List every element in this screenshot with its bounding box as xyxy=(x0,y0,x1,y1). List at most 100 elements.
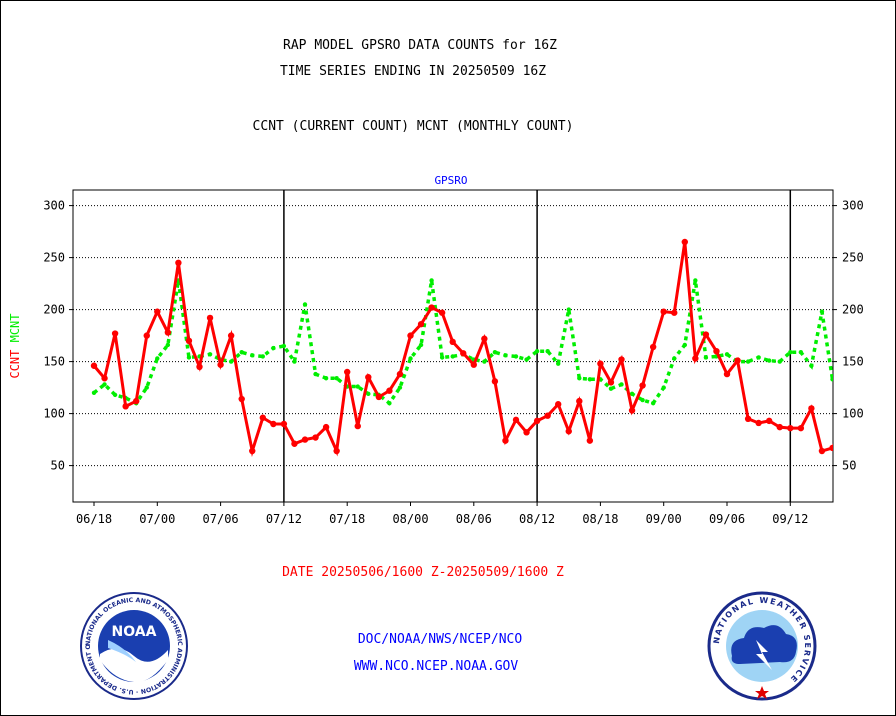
data-point-mcnt xyxy=(355,384,360,389)
data-point-ccnt xyxy=(491,378,499,385)
data-point-ccnt xyxy=(238,395,245,403)
data-point-mcnt xyxy=(545,349,550,354)
data-point-ccnt xyxy=(544,412,551,419)
data-point-mcnt xyxy=(91,390,97,395)
data-point-mcnt xyxy=(302,302,308,307)
y-tick-label-left: 150 xyxy=(43,355,65,369)
data-point-ccnt xyxy=(639,382,646,389)
data-point-mcnt xyxy=(693,278,698,283)
data-point-ccnt xyxy=(776,423,783,431)
data-point-mcnt xyxy=(366,391,371,397)
data-point-ccnt xyxy=(206,314,214,322)
y-tick-label-right: 200 xyxy=(842,303,864,317)
data-point-ccnt xyxy=(164,329,172,336)
data-point-mcnt xyxy=(250,353,255,358)
y-axis-label-mcnt: MCNT xyxy=(8,313,22,342)
x-tick-label: 07/12 xyxy=(266,512,302,526)
data-point-ccnt xyxy=(734,357,741,364)
y-tick-label-right: 100 xyxy=(842,407,864,421)
data-point-mcnt xyxy=(534,349,540,354)
website-link[interactable]: WWW.NCO.NCEP.NOAA.GOV xyxy=(353,659,519,674)
series-line-mcnt xyxy=(92,280,833,406)
data-point-ccnt xyxy=(175,259,182,266)
data-point-mcnt xyxy=(387,401,392,406)
y-axis-label: CCNT MCNT xyxy=(8,313,22,378)
data-point-ccnt xyxy=(766,417,773,425)
data-point-ccnt xyxy=(660,308,667,315)
data-point-ccnt xyxy=(523,429,530,436)
star-icon xyxy=(755,686,769,699)
data-point-mcnt xyxy=(587,377,593,382)
data-point-mcnt xyxy=(450,354,455,359)
data-point-mcnt xyxy=(144,385,149,390)
data-point-ccnt xyxy=(449,338,456,346)
data-point-mcnt xyxy=(513,354,519,359)
data-point-mcnt xyxy=(429,278,434,283)
data-point-ccnt xyxy=(122,403,129,410)
data-point-ccnt xyxy=(755,419,762,427)
chart-heading-line2: TIME SERIES ENDING IN 20250509 16Z xyxy=(279,64,547,79)
data-point-ccnt xyxy=(618,356,625,363)
data-point-mcnt xyxy=(112,392,118,398)
data-point-mcnt xyxy=(334,376,339,381)
data-point-ccnt xyxy=(565,428,572,435)
nws-logo: NATIONAL WEATHER SERVICE xyxy=(707,591,817,701)
x-tick-label: 07/18 xyxy=(329,512,365,526)
data-point-ccnt xyxy=(133,397,140,405)
chart-heading-line3: CCNT (CURRENT COUNT) MCNT (MONTHLY COUNT… xyxy=(252,119,574,134)
data-point-ccnt xyxy=(396,370,404,378)
data-point-mcnt xyxy=(703,355,709,360)
data-point-ccnt xyxy=(438,309,446,316)
data-point-ccnt xyxy=(502,437,509,444)
data-point-mcnt xyxy=(186,355,192,360)
data-point-ccnt xyxy=(386,387,393,394)
noaa-logo: NATIONAL OCEANIC AND ATMOSPHERIC ADMINIS… xyxy=(78,590,188,700)
data-point-ccnt xyxy=(702,331,710,338)
data-point-mcnt xyxy=(439,355,445,360)
data-point-mcnt xyxy=(323,376,329,381)
data-point-mcnt xyxy=(756,355,761,360)
data-point-ccnt xyxy=(185,337,193,344)
data-point-mcnt xyxy=(408,356,413,361)
y-tick-label-right: 300 xyxy=(842,199,864,213)
data-point-ccnt xyxy=(555,401,562,408)
data-point-mcnt xyxy=(788,350,793,355)
data-point-mcnt xyxy=(608,386,614,391)
data-point-mcnt xyxy=(260,354,265,359)
y-tick-label-left: 200 xyxy=(43,303,65,317)
data-point-mcnt xyxy=(577,376,582,381)
data-point-ccnt xyxy=(143,332,150,339)
chart-heading-line1: RAP MODEL GPSRO DATA COUNTS for 16Z xyxy=(283,38,557,53)
x-tick-label: 06/18 xyxy=(76,512,112,526)
data-point-mcnt xyxy=(619,382,624,387)
data-point-ccnt xyxy=(649,343,657,351)
data-point-mcnt xyxy=(841,378,845,382)
data-point-ccnt xyxy=(744,415,752,422)
data-point-mcnt xyxy=(482,359,487,364)
x-tick-label: 08/00 xyxy=(392,512,428,526)
data-point-ccnt xyxy=(375,393,383,401)
chart-title: GPSRO xyxy=(434,174,467,187)
data-point-ccnt xyxy=(322,423,330,431)
data-point-ccnt xyxy=(428,304,435,311)
data-point-mcnt xyxy=(418,342,424,348)
data-point-mcnt xyxy=(724,352,730,357)
x-tick-label: 08/12 xyxy=(519,512,555,526)
data-point-mcnt xyxy=(862,389,866,393)
data-point-mcnt xyxy=(155,356,160,361)
data-point-ccnt xyxy=(840,423,846,429)
data-point-mcnt xyxy=(492,350,498,355)
data-point-mcnt xyxy=(281,343,287,349)
data-point-mcnt xyxy=(292,359,297,364)
x-tick-label: 09/06 xyxy=(709,512,745,526)
agency-link[interactable]: DOC/NOAA/NWS/NCEP/NCO xyxy=(357,632,523,647)
data-point-ccnt xyxy=(111,330,119,337)
data-point-ccnt xyxy=(460,350,467,357)
data-point-mcnt xyxy=(830,377,833,382)
series-group xyxy=(90,238,866,458)
data-point-ccnt xyxy=(217,361,224,368)
data-point-ccnt xyxy=(850,369,856,375)
data-point-ccnt xyxy=(101,375,108,382)
data-point-ccnt xyxy=(354,422,361,430)
